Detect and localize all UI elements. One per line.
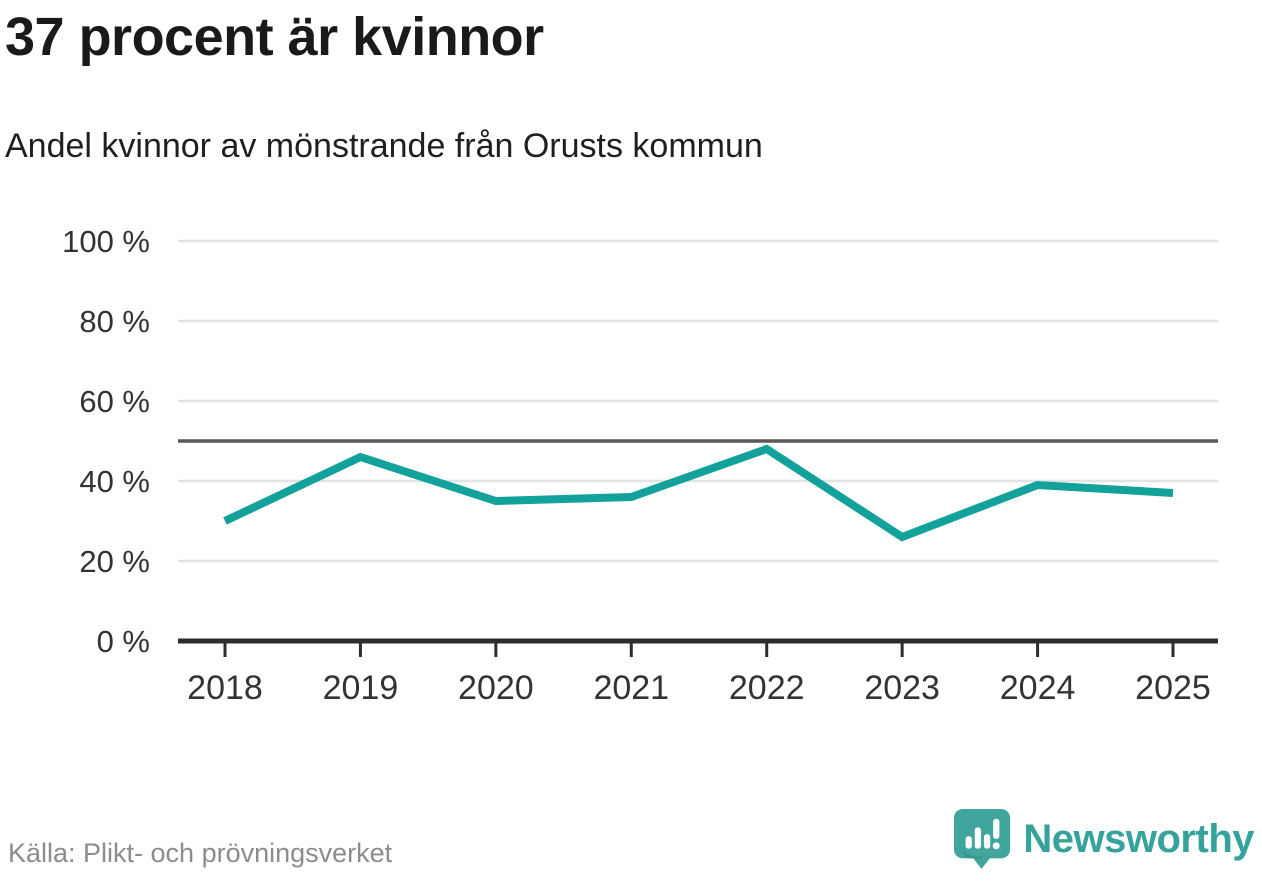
y-tick-label: 80 % xyxy=(79,304,150,339)
line-chart: 0 % 20 % 40 % 60 % 80 % 100 % 2018 2019 2020 2021… xyxy=(0,218,1262,723)
x-tick-label: 2019 xyxy=(323,669,399,707)
chart-title: 37 procent är kvinnor xyxy=(5,7,544,67)
chart-page: 37 procent är kvinnor Andel kvinnor av m… xyxy=(0,6,1262,885)
data-line xyxy=(223,444,1174,542)
x-tick-label: 2021 xyxy=(593,669,669,707)
x-tick-label: 2018 xyxy=(187,669,263,707)
x-tick-label: 2022 xyxy=(729,669,805,707)
chart-footer: Källa: Plikt- och prövningsverket Newswo… xyxy=(8,808,1254,875)
x-tick-label: 2024 xyxy=(1000,669,1076,707)
y-tick-label: 100 % xyxy=(62,224,150,259)
source-text: Källa: Plikt- och prövningsverket xyxy=(8,838,393,868)
y-tick-label: 20 % xyxy=(79,544,150,579)
line-chart-svg: 0 % 20 % 40 % 60 % 80 % 100 % 2018 2019 2020 2021… xyxy=(62,224,1218,707)
x-tick-label: 2020 xyxy=(458,669,534,707)
newsworthy-bubble-chart-icon xyxy=(953,808,1011,875)
y-tick-label: 60 % xyxy=(79,384,150,419)
chart-subtitle: Andel kvinnor av mönstrande från Orusts … xyxy=(5,127,763,166)
x-tick-label: 2025 xyxy=(1135,669,1211,707)
newsworthy-logo: Newsworthy xyxy=(953,808,1254,875)
x-tick-label: 2023 xyxy=(864,669,940,707)
newsworthy-wordmark: Newsworthy xyxy=(1023,817,1254,861)
y-tick-label: 0 % xyxy=(97,624,150,659)
y-tick-label: 40 % xyxy=(79,464,150,499)
